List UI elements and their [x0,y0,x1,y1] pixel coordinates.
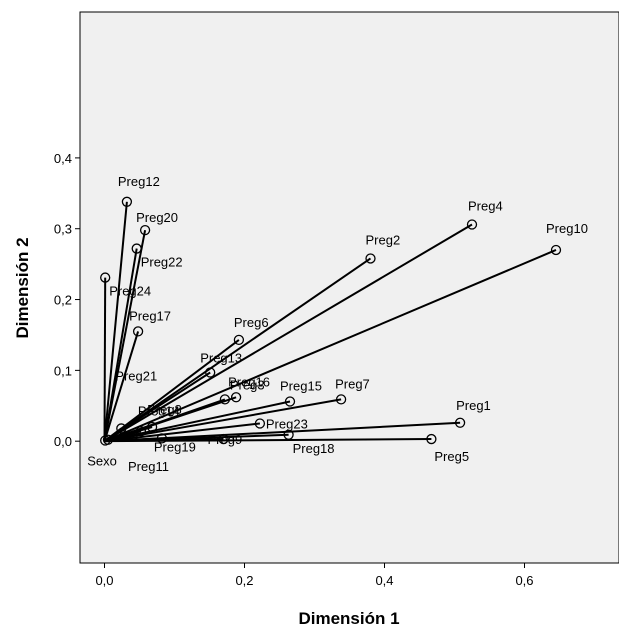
point-label-preg22: Preg22 [141,255,183,270]
point-label-preg9: Preg9 [208,432,243,447]
point-label-preg5: Preg5 [434,449,469,464]
x-tick-label: 0,4 [375,573,393,588]
y-tick-label: 0,4 [54,151,72,166]
vector-line-preg1 [104,421,461,443]
point-marker-preg1 [454,417,466,428]
point-label-preg4: Preg4 [468,198,503,213]
point-label-preg12: Preg12 [118,174,160,189]
vector-line-preg17 [103,331,140,442]
point-marker-preg5 [426,433,437,445]
vector-line-preg2 [103,257,372,443]
markers-layer [100,196,562,446]
point-label-preg23: Preg23 [266,416,308,431]
x-tick-label: 0,6 [515,573,533,588]
point-marker-preg9 [218,433,229,445]
point-marker-preg7 [335,394,347,405]
point-label-preg3: Preg3 [230,377,265,392]
y-axis: 0,0 0,1 0,2 0,3 0,4 [54,151,80,449]
point-marker-preg17 [132,326,144,337]
x-axis-title: Dimensión 1 [298,609,399,628]
vector-line-preg4 [103,223,473,443]
vector-line-preg23 [104,422,261,443]
x-tick-label: 0,2 [235,573,253,588]
x-axis: 0,0 0,2 0,4 0,6 [95,563,534,588]
point-label-preg11: Preg11 [128,459,169,474]
point-marker-preg16 [230,392,242,403]
point-marker-preg11 [102,434,114,445]
vector-line-preg12 [103,201,128,442]
y-tick-label: 0,1 [54,363,72,378]
point-label-preg19: Preg19 [154,439,196,454]
point-marker-preg4 [466,219,478,230]
point-label-sexo: Sexo [87,453,117,468]
vector-line-preg3 [104,398,226,443]
point-marker-preg23 [254,418,266,429]
vector-line-preg24 [103,277,107,442]
point-marker-preg12 [121,196,133,207]
point-label-preg8: Preg8 [147,402,182,417]
y-tick-label: 0,0 [54,434,72,449]
point-marker-preg3 [219,394,231,405]
point-marker-preg6 [233,334,245,346]
point-label-preg24: Preg24 [109,284,151,299]
point-label-preg10: Preg10 [546,221,588,236]
y-tick-label: 0,3 [54,222,72,237]
point-marker-preg8 [146,421,158,433]
vector-line-preg5 [104,438,432,443]
point-label-preg20: Preg20 [136,210,178,225]
point-label-preg18: Preg18 [293,441,335,456]
vector-line-preg10 [104,249,557,443]
vector-line-preg13 [103,371,211,443]
point-marker-preg15 [284,396,296,407]
point-label-preg7: Preg7 [335,376,370,391]
point-labels-layer: Preg12 Preg20 Preg22 Preg24 Preg17 Preg4 Preg1… [87,174,588,474]
point-marker-preg14 [135,426,147,437]
x-tick-label: 0,0 [95,573,113,588]
point-label-preg13: Preg13 [200,350,242,365]
y-axis-title: Dimensión 2 [13,237,32,338]
vector-line-preg6 [103,339,240,442]
point-label-preg21: Preg21 [115,368,157,383]
vector-line-preg22 [103,248,138,442]
point-marker-preg20 [139,224,151,236]
point-label-preg15: Preg15 [280,379,322,394]
point-marker-preg2 [365,253,376,264]
point-label-preg6: Preg6 [234,315,269,330]
vector-line-preg15 [104,400,291,443]
y-tick-label: 0,2 [54,293,72,308]
point-label-preg2: Preg2 [366,232,401,247]
vector-line-preg11 [104,438,109,443]
vectors-layer [103,201,557,443]
point-label-preg1: Preg1 [456,398,491,413]
point-label-preg17: Preg17 [129,308,171,323]
point-marker-preg22 [131,243,142,254]
point-label-preg14: Preg14 [138,403,180,418]
point-marker-preg18 [283,429,294,440]
point-marker-preg13 [205,367,216,378]
point-marker-preg24 [100,272,111,283]
point-marker-preg21 [116,423,127,434]
plot-area [79,11,619,564]
point-marker-preg19 [156,433,168,444]
point-label-preg16: Preg16 [228,374,270,389]
point-marker-preg10 [550,244,562,256]
